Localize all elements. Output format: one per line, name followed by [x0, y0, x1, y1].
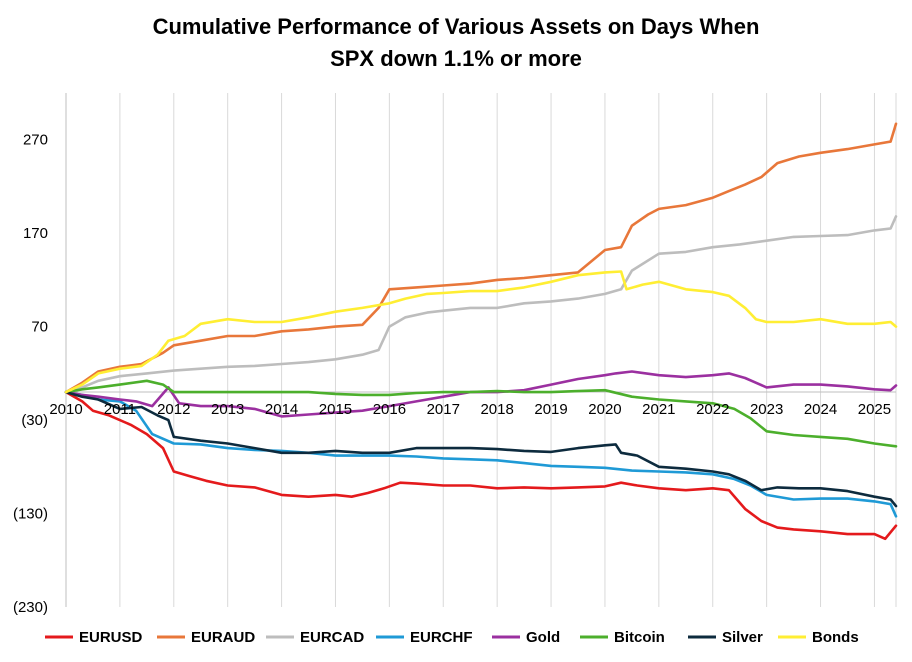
x-tick-label-2011: 2011 — [104, 401, 136, 418]
x-tick-label-2018: 2018 — [480, 401, 513, 418]
x-tick-label-2023: 2023 — [750, 401, 783, 418]
series-line-bonds — [64, 270, 898, 394]
y-tick-label: 270 — [23, 132, 48, 149]
legend-label-bitcoin: Bitcoin — [614, 629, 665, 646]
x-tick-label-2015: 2015 — [319, 401, 352, 418]
legend-label-eurcad: EURCAD — [300, 629, 364, 646]
legend: EURUSD EURAUD EURCAD EURCHF Gold Bitcoin Silve… — [45, 629, 859, 646]
x-tick-label-2022: 2022 — [696, 401, 729, 418]
legend-label-eurusd: EURUSD — [79, 629, 143, 646]
series-line-eurusd — [64, 390, 898, 541]
y-tick-label: (130) — [13, 506, 48, 523]
y-axis-ticks: 270 170 70 (30) (130) (230) — [13, 132, 48, 616]
legend-label-gold: Gold — [526, 629, 560, 646]
legend-label-silver: Silver — [722, 629, 763, 646]
x-tick-label-2014: 2014 — [265, 401, 298, 418]
chart-title-line-2: SPX down 1.1% or more — [330, 46, 582, 71]
x-tick-label-2024: 2024 — [804, 401, 837, 418]
legend-label-bonds: Bonds — [812, 629, 859, 646]
grid-lines — [119, 93, 897, 607]
legend-label-eurchf: EURCHF — [410, 629, 473, 646]
x-tick-label-2021: 2021 — [642, 401, 675, 418]
series-line-eurcad — [64, 215, 898, 394]
x-tick-label-2016: 2016 — [373, 401, 406, 418]
x-tick-label-2019: 2019 — [534, 401, 567, 418]
x-tick-label-2013: 2013 — [211, 401, 244, 418]
x-axis-ticks: 2010 2011 2012 2013 2014 2015 2016 2017 2018 2019… — [49, 401, 891, 418]
y-tick-label: 170 — [23, 225, 48, 242]
x-tick-label-2025: 2025 — [858, 401, 891, 418]
series-line-silver — [64, 390, 898, 508]
y-tick-label: (230) — [13, 599, 48, 616]
legend-label-euraud: EURAUD — [191, 629, 255, 646]
x-tick-label-2017: 2017 — [427, 401, 460, 418]
y-tick-label: (30) — [21, 412, 48, 429]
series-line-eurchf — [64, 390, 898, 518]
chart-title-line-1: Cumulative Performance of Various Assets… — [152, 14, 760, 39]
series-line-bitcoin — [64, 379, 898, 448]
x-tick-label-2012: 2012 — [157, 401, 190, 418]
axes — [65, 93, 896, 607]
x-tick-label-2020: 2020 — [588, 401, 621, 418]
y-tick-label: 70 — [31, 319, 48, 336]
x-tick-label-2010: 2010 — [49, 401, 82, 418]
series-line-euraud — [64, 122, 898, 394]
series-lines — [64, 122, 898, 541]
